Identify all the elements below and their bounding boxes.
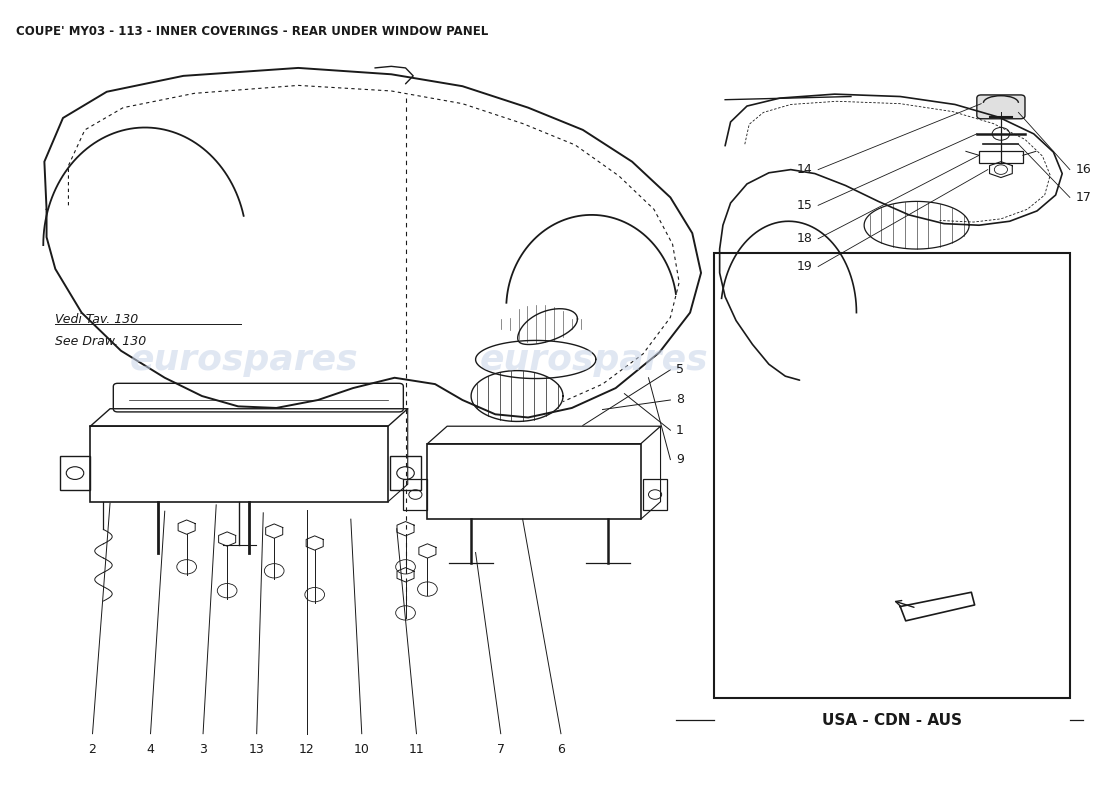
Text: eurospares: eurospares — [129, 343, 358, 378]
Text: 4: 4 — [146, 743, 154, 756]
Text: 12: 12 — [299, 743, 315, 756]
Text: 18: 18 — [796, 232, 813, 246]
Text: 15: 15 — [796, 199, 813, 212]
Text: 6: 6 — [557, 743, 565, 756]
Text: 8: 8 — [675, 394, 684, 406]
Text: 14: 14 — [796, 163, 813, 176]
Text: USA - CDN - AUS: USA - CDN - AUS — [822, 713, 962, 728]
Text: 1: 1 — [675, 424, 684, 437]
FancyBboxPatch shape — [977, 95, 1025, 118]
Text: 11: 11 — [408, 743, 425, 756]
Text: 3: 3 — [199, 743, 207, 756]
Text: 2: 2 — [89, 743, 97, 756]
Text: Vedi Tav. 130: Vedi Tav. 130 — [55, 313, 139, 326]
Text: See Draw. 130: See Draw. 130 — [55, 335, 146, 348]
Text: 17: 17 — [1076, 191, 1091, 204]
Text: eurospares: eurospares — [480, 343, 708, 378]
Text: 5: 5 — [675, 363, 684, 376]
Text: 16: 16 — [1076, 163, 1091, 176]
Text: 9: 9 — [675, 453, 684, 466]
Text: 7: 7 — [497, 743, 505, 756]
Text: 13: 13 — [249, 743, 265, 756]
Text: 10: 10 — [354, 743, 370, 756]
Text: COUPE' MY03 - 113 - INNER COVERINGS - REAR UNDER WINDOW PANEL: COUPE' MY03 - 113 - INNER COVERINGS - RE… — [15, 25, 488, 38]
Text: 19: 19 — [796, 260, 813, 273]
